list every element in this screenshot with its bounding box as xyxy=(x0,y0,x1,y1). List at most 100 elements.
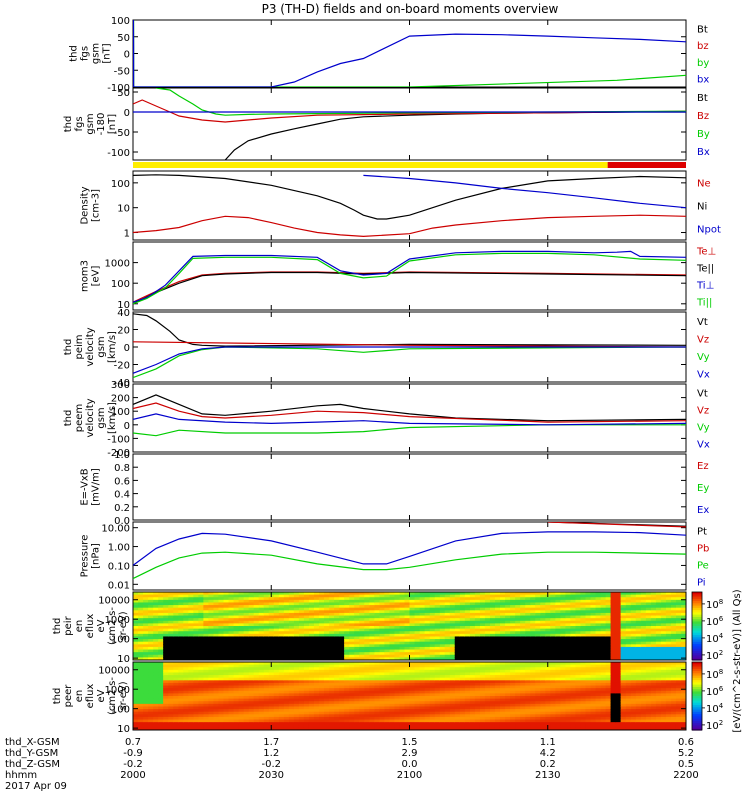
ephemeris-value: 0.0 xyxy=(402,759,418,770)
colorbar-label: [eV/(cm^2-s-str-eV)] (All Qs) xyxy=(732,589,743,732)
y-tick-label: 0.6 xyxy=(114,476,130,487)
ephemeris-value: -0.2 xyxy=(261,759,281,770)
panel-2: 50 0 -50 -100 thdfgsgsm-180[nT] Bt Bz By Bx xyxy=(63,87,710,168)
y-tick-label: 50 xyxy=(117,33,130,44)
ephemeris-label: hhmm xyxy=(5,770,37,781)
legend-By: By xyxy=(697,129,710,140)
colorbar-tick-label: 106 xyxy=(706,685,724,698)
series-line-Ti|| xyxy=(133,252,686,305)
ephemeris-value: 1.1 xyxy=(540,737,556,748)
ephemeris-value: 0.5 xyxy=(678,759,694,770)
series-line-Npot xyxy=(363,174,686,209)
y-tick-label: 10000 xyxy=(98,666,130,677)
y-tick-label: -200 xyxy=(107,448,130,459)
colorbar-tick-label: 102 xyxy=(706,719,723,732)
colorbar-1: 108 106 104 102 xyxy=(691,591,724,662)
series-line-Vx xyxy=(133,413,686,426)
mode-bar-slow xyxy=(133,162,608,168)
y-tick-label: 10000 xyxy=(98,596,130,607)
panel-5: 40 20 0 -20 -40 thdpeimvelocitygsm[km/s] Vt Vz V… xyxy=(63,308,710,389)
y-tick-label: 0.01 xyxy=(108,580,130,591)
colorbar-2: 108 106 104 102 xyxy=(691,661,724,732)
y-axis-label: thdpeimvelocitygsm[km/s] xyxy=(63,327,118,366)
series-line-Ni xyxy=(133,174,686,220)
y-tick-label: 0.0 xyxy=(114,516,130,527)
legend-Ni: Ni xyxy=(697,202,707,213)
y-tick-label: -100 xyxy=(107,434,130,445)
colorbar-tick-label: 102 xyxy=(706,649,723,662)
panel-frame xyxy=(132,19,687,88)
series-line-Bt xyxy=(224,111,686,160)
ephemeris-label: thd_Y-GSM xyxy=(5,748,58,759)
legend-Vx: Vx xyxy=(697,369,710,380)
legend-bz: bz xyxy=(697,41,709,52)
ephemeris-value: -0.9 xyxy=(123,748,143,759)
y-tick-label: 1.00 xyxy=(108,543,130,554)
panel-8: 10.00 1.00 0.10 0.01 Pressure[nPa] Pt Pb Pe Pi xyxy=(80,521,709,591)
legend-Pe: Pe xyxy=(697,561,709,572)
panel-9: 108 106 104 102 10000 1000 100 10 thdpeireneflux… xyxy=(52,591,724,665)
legend-Pt: Pt xyxy=(697,527,707,538)
y-tick-label: 10.00 xyxy=(101,524,130,535)
panel-7: 1.0 0.8 0.6 0.4 0.2 0.0 E=-VxB[mV/m] Ez Ey Ex xyxy=(80,450,710,527)
legend-Vt: Vt xyxy=(697,317,708,328)
legend-Vy: Vy xyxy=(697,352,710,363)
series-line-Bz xyxy=(133,99,686,123)
colorbar-tick-label: 106 xyxy=(706,615,724,628)
colorbar-tick-label: 108 xyxy=(706,668,723,681)
panel-3: 100 10 1 Density[cm-3] Ne Ni Npot xyxy=(80,170,721,241)
series-line-Ti⊥ xyxy=(133,250,686,303)
series-line-Vy xyxy=(133,424,686,437)
ephemeris-value: 2030 xyxy=(259,770,284,781)
y-tick-label: 10 xyxy=(117,300,130,311)
series-line-Pb xyxy=(547,522,686,528)
ephemeris-value: 1.2 xyxy=(263,748,279,759)
legend-Ne: Ne xyxy=(697,179,711,190)
mode-bar-fast xyxy=(607,162,686,168)
y-tick-label: -20 xyxy=(114,361,130,372)
series-line-Te|| xyxy=(133,271,686,305)
ephemeris-value: 2200 xyxy=(673,770,698,781)
legend-Ti⊥: Ti⊥ xyxy=(696,281,714,292)
y-tick-label: 0 xyxy=(124,421,130,432)
series-line-Ne xyxy=(133,214,686,238)
y-tick-label: 20 xyxy=(117,326,130,337)
legend-Vt: Vt xyxy=(697,389,708,400)
colorbar-tick-label: 108 xyxy=(706,598,723,611)
panel-4: 1000 100 10 mom3[eV] Te⊥ Te|| Ti⊥ Ti|| xyxy=(80,241,716,311)
y-axis-label: thdpeirenefluxeV(cm2-s-sr-eV) xyxy=(52,607,129,645)
spectrogram xyxy=(133,662,686,730)
legend-Te||: Te|| xyxy=(696,264,714,275)
legend-Te⊥: Te⊥ xyxy=(696,247,716,258)
y-axis-label: thdpeemvelocitygsm[km/s] xyxy=(63,398,118,437)
series-line-By xyxy=(155,88,686,116)
y-axis-label: Density[cm-3] xyxy=(80,186,102,224)
y-tick-label: 1000 xyxy=(105,615,130,626)
y-axis-label: thdfgsgsm-180[nT] xyxy=(63,113,118,136)
plot-title: P3 (TH-D) fields and on-board moments ov… xyxy=(261,2,559,16)
y-axis-label: E=-VxB[mV/m] xyxy=(80,468,102,506)
panel-frame xyxy=(132,453,687,521)
legend-bx: bx xyxy=(697,75,709,86)
ephemeris-label: 2017 Apr 09 xyxy=(5,781,67,792)
y-tick-label: -50 xyxy=(114,128,130,139)
legend-Ex: Ex xyxy=(697,505,709,516)
y-tick-label: 0.8 xyxy=(114,463,130,474)
series-line-Vt xyxy=(133,313,686,347)
y-tick-label: 0 xyxy=(124,108,130,119)
legend-Pb: Pb xyxy=(697,544,709,555)
ephemeris-value: 0.7 xyxy=(125,737,141,748)
y-tick-label: 0 xyxy=(124,50,130,61)
legend-by: by xyxy=(697,58,709,69)
y-tick-label: 1000 xyxy=(105,685,130,696)
ephemeris-value: -0.2 xyxy=(123,759,143,770)
legend-Vz: Vz xyxy=(697,334,709,345)
y-tick-label: 10 xyxy=(117,654,130,665)
y-axis-label: thdpeerenefluxeV(cm2-s-sr-eV) xyxy=(52,677,129,715)
y-axis-label: mom3[eV] xyxy=(80,260,102,292)
ephemeris-value: 2000 xyxy=(120,770,145,781)
legend-Pi: Pi xyxy=(697,578,706,589)
panel-6: 300 200 100 0 -100 -200 thdpeemvelocitygsm[km/… xyxy=(63,380,710,459)
